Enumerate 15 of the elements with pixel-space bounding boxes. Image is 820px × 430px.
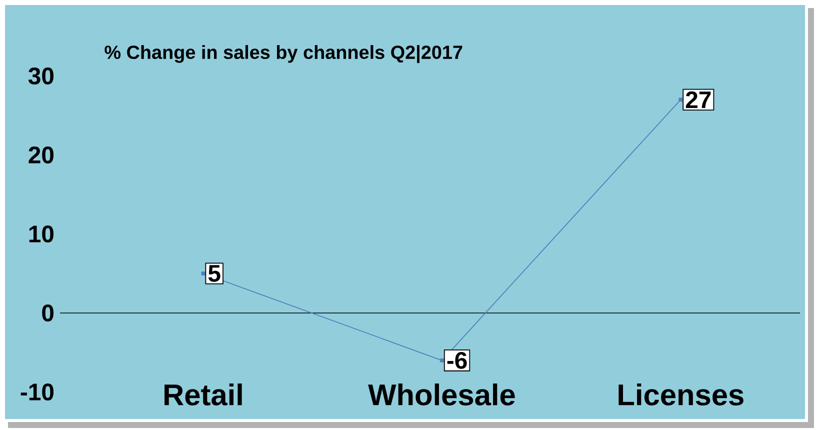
data-label: 5 [208,265,220,282]
data-label: 27 [686,91,711,108]
x-tick-label: Licenses [618,384,744,406]
data-label: -6 [447,352,467,369]
y-tick-label: 20 [28,146,54,164]
chart-title: % Change in sales by channels Q2|2017 [104,45,462,64]
y-tick-label: 30 [28,68,54,84]
y-tick-label: 0 [42,304,54,322]
point [201,272,206,276]
y-tick-label: -10 [20,384,54,400]
y-tick-label: 10 [29,226,54,242]
point [678,98,683,102]
point [440,358,444,362]
x-tick-label: Wholesale [368,384,515,406]
x-tick-label: Retail [164,384,242,406]
